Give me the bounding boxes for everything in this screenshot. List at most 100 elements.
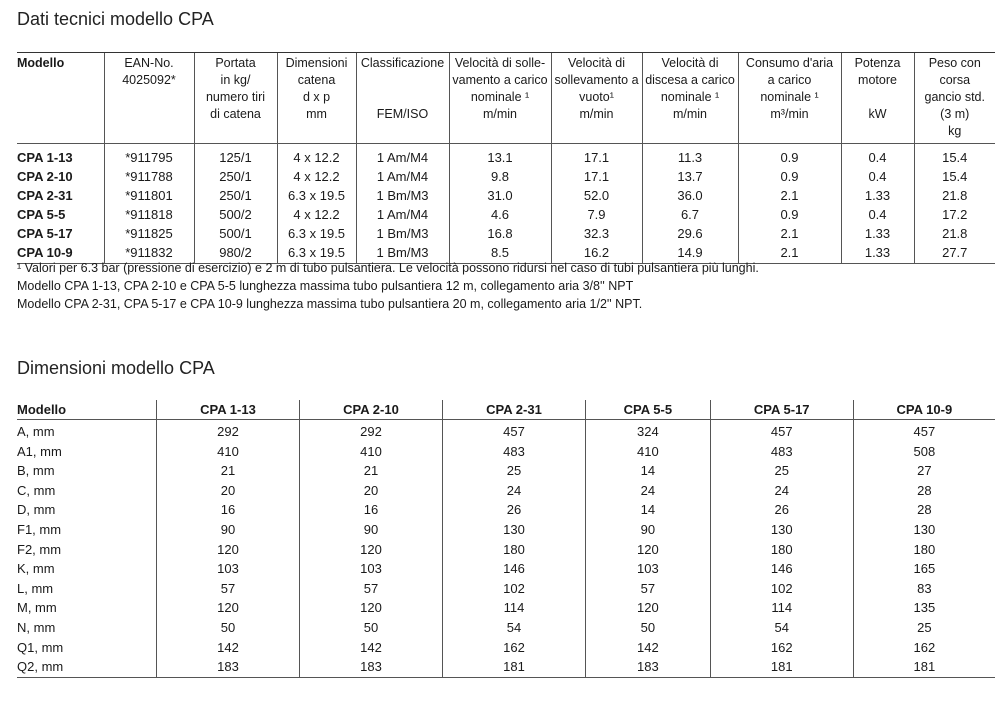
header-line: nominale ¹ <box>660 90 720 104</box>
tech-cell: 0.4 <box>840 143 914 167</box>
dims-cell: 183 <box>299 657 443 678</box>
tech-cell: 1 Am/M4 <box>355 205 449 224</box>
dims-cell: 114 <box>709 598 854 618</box>
header-line: d x p <box>302 90 331 104</box>
header-line: Velocità di solle- <box>454 56 546 70</box>
header-line: Peso con corsa <box>928 56 981 87</box>
header-line: m/min <box>579 107 614 121</box>
header-line: in kg/ <box>220 73 251 87</box>
tech-header-row: Modello EAN-No. 4025092* Portata in kg/numer… <box>17 52 995 144</box>
tech-cell: 4 x 12.2 <box>276 143 356 167</box>
header-line: EAN-No. <box>124 56 174 70</box>
tech-cell: 16.8 <box>448 224 551 243</box>
tech-cell: 4 x 12.2 <box>276 205 356 224</box>
model-name: CPA 1-13 <box>17 150 73 165</box>
header-line: di catena <box>210 107 261 121</box>
dimension-label: B, mm <box>17 463 55 479</box>
header-line: kg <box>948 124 962 138</box>
tech-cell: 8.5 <box>448 243 551 264</box>
dims-cell: 14 <box>585 500 711 520</box>
tech-cell: 125/1 <box>193 143 277 167</box>
dims-cell: 120 <box>585 539 711 560</box>
model-name: CPA 5-17 <box>17 226 73 241</box>
dims-row: K, mm 103 103 146 103 146 165 <box>17 559 995 579</box>
header-line: sollevamento a <box>554 73 639 87</box>
dimension-label: D, mm <box>17 502 56 518</box>
dimension-label: C, mm <box>17 482 56 498</box>
tech-cell: 0.9 <box>737 167 841 186</box>
tech-cell: 16.2 <box>550 243 642 264</box>
dims-cell: 28 <box>852 500 995 520</box>
dims-cell: 103 <box>585 559 711 579</box>
tech-cell: 1 Bm/M3 <box>355 186 449 205</box>
footnote-2: Modello CPA 1-13, CPA 2-10 e CPA 5-5 lun… <box>17 279 634 293</box>
tech-cell: 6.3 x 19.5 <box>276 224 356 243</box>
dimension-label: A, mm <box>17 424 55 439</box>
dims-cell: 146 <box>442 559 586 579</box>
dims-cell: 57 <box>299 578 443 599</box>
dims-cell: 103 <box>156 559 300 579</box>
dims-cell: 120 <box>156 598 300 618</box>
tech-col-header: Classificazione FEM/ISO <box>355 52 449 144</box>
dims-cell: 181 <box>709 657 854 678</box>
dims-cell: 292 <box>299 419 443 442</box>
tech-cell: 14.9 <box>641 243 738 264</box>
dims-row: L, mm 57 57 102 57 102 83 <box>17 578 995 599</box>
dims-row: A, mm 292 292 457 324 457 457 <box>17 419 995 442</box>
tech-col-header: Velocità di discesa a carico nominale ¹ m/m… <box>641 52 738 144</box>
tech-cell: 4.6 <box>448 205 551 224</box>
tech-cell: 0.9 <box>737 143 841 167</box>
dims-col-header: CPA 10-9 <box>852 400 995 420</box>
dims-col-header: CPA 5-5 <box>585 400 711 420</box>
dims-cell: 25 <box>852 617 995 638</box>
tech-cell: 21.8 <box>913 186 995 205</box>
dims-cell: 292 <box>156 419 300 442</box>
model-name: CPA 2-10 <box>17 169 73 184</box>
dims-cell: 162 <box>442 637 586 658</box>
dims-cell: 120 <box>299 598 443 618</box>
dims-cell: 142 <box>299 637 443 658</box>
header-line: catena <box>297 73 336 87</box>
dims-cell: 21 <box>299 461 443 481</box>
tech-cell: 1 Am/M4 <box>355 143 449 167</box>
tech-data-table: Modello EAN-No. 4025092* Portata in kg/numer… <box>17 52 995 264</box>
dims-row: F1, mm 90 90 130 90 130 130 <box>17 519 995 540</box>
tech-cell: 21.8 <box>913 224 995 243</box>
header-line: nominale ¹ <box>760 90 819 104</box>
dims-row: Q2, mm 183 183 181 183 181 181 <box>17 657 995 678</box>
dims-row: N, mm 50 50 54 50 54 25 <box>17 617 995 638</box>
tech-col-header: Modello <box>17 52 104 144</box>
dims-cell: 14 <box>585 461 711 481</box>
dims-cell: 26 <box>709 500 854 520</box>
dimension-label: N, mm <box>17 619 56 635</box>
header-line: numero tiri <box>205 90 266 104</box>
tech-cell: 17.1 <box>550 143 642 167</box>
tech-cell: 32.3 <box>550 224 642 243</box>
dimension-label: Q2, mm <box>17 657 157 678</box>
tech-col-header: Peso con corsa gancio std. (3 m) kg <box>913 52 995 144</box>
dims-cell: 50 <box>585 617 711 638</box>
tech-cell: 15.4 <box>913 143 995 167</box>
tech-row: CPA 10-9 *911832 980/2 6.3 x 19.5 1 Bm/M3 8.5… <box>17 243 995 264</box>
header-line: (3 m) <box>940 107 970 121</box>
dimensions-table: Modello CPA 1-13 CPA 2-10 CPA 2-31 CPA 5-5 CP… <box>17 400 995 678</box>
dims-cell: 57 <box>585 578 711 599</box>
dims-cell: 508 <box>852 441 995 462</box>
dims-cell: 162 <box>852 637 995 658</box>
tech-col-header: Potenza motore kW <box>840 52 914 144</box>
tech-cell: 1 Am/M4 <box>355 167 449 186</box>
tech-cell: 13.7 <box>641 167 738 186</box>
dimension-label: F2, mm <box>17 541 62 557</box>
dims-cell: 83 <box>852 578 995 599</box>
tech-cell: *911788 <box>103 167 194 186</box>
tech-cell: *911825 <box>103 224 194 243</box>
tech-cell: 7.9 <box>550 205 642 224</box>
tech-data-title: Dati tecnici modello CPA <box>17 9 214 29</box>
dims-cell: 120 <box>156 539 300 560</box>
dims-cell: 25 <box>709 461 854 481</box>
tech-cell: 980/2 <box>193 243 277 264</box>
footnotes: ¹ Valori per 6.3 bar (pressione di eserc… <box>17 259 759 313</box>
dims-cell: 54 <box>442 617 586 638</box>
dims-cell: 410 <box>585 441 711 462</box>
tech-row: CPA 2-10 *911788 250/1 4 x 12.2 1 Am/M4 9.8 17… <box>17 167 995 186</box>
